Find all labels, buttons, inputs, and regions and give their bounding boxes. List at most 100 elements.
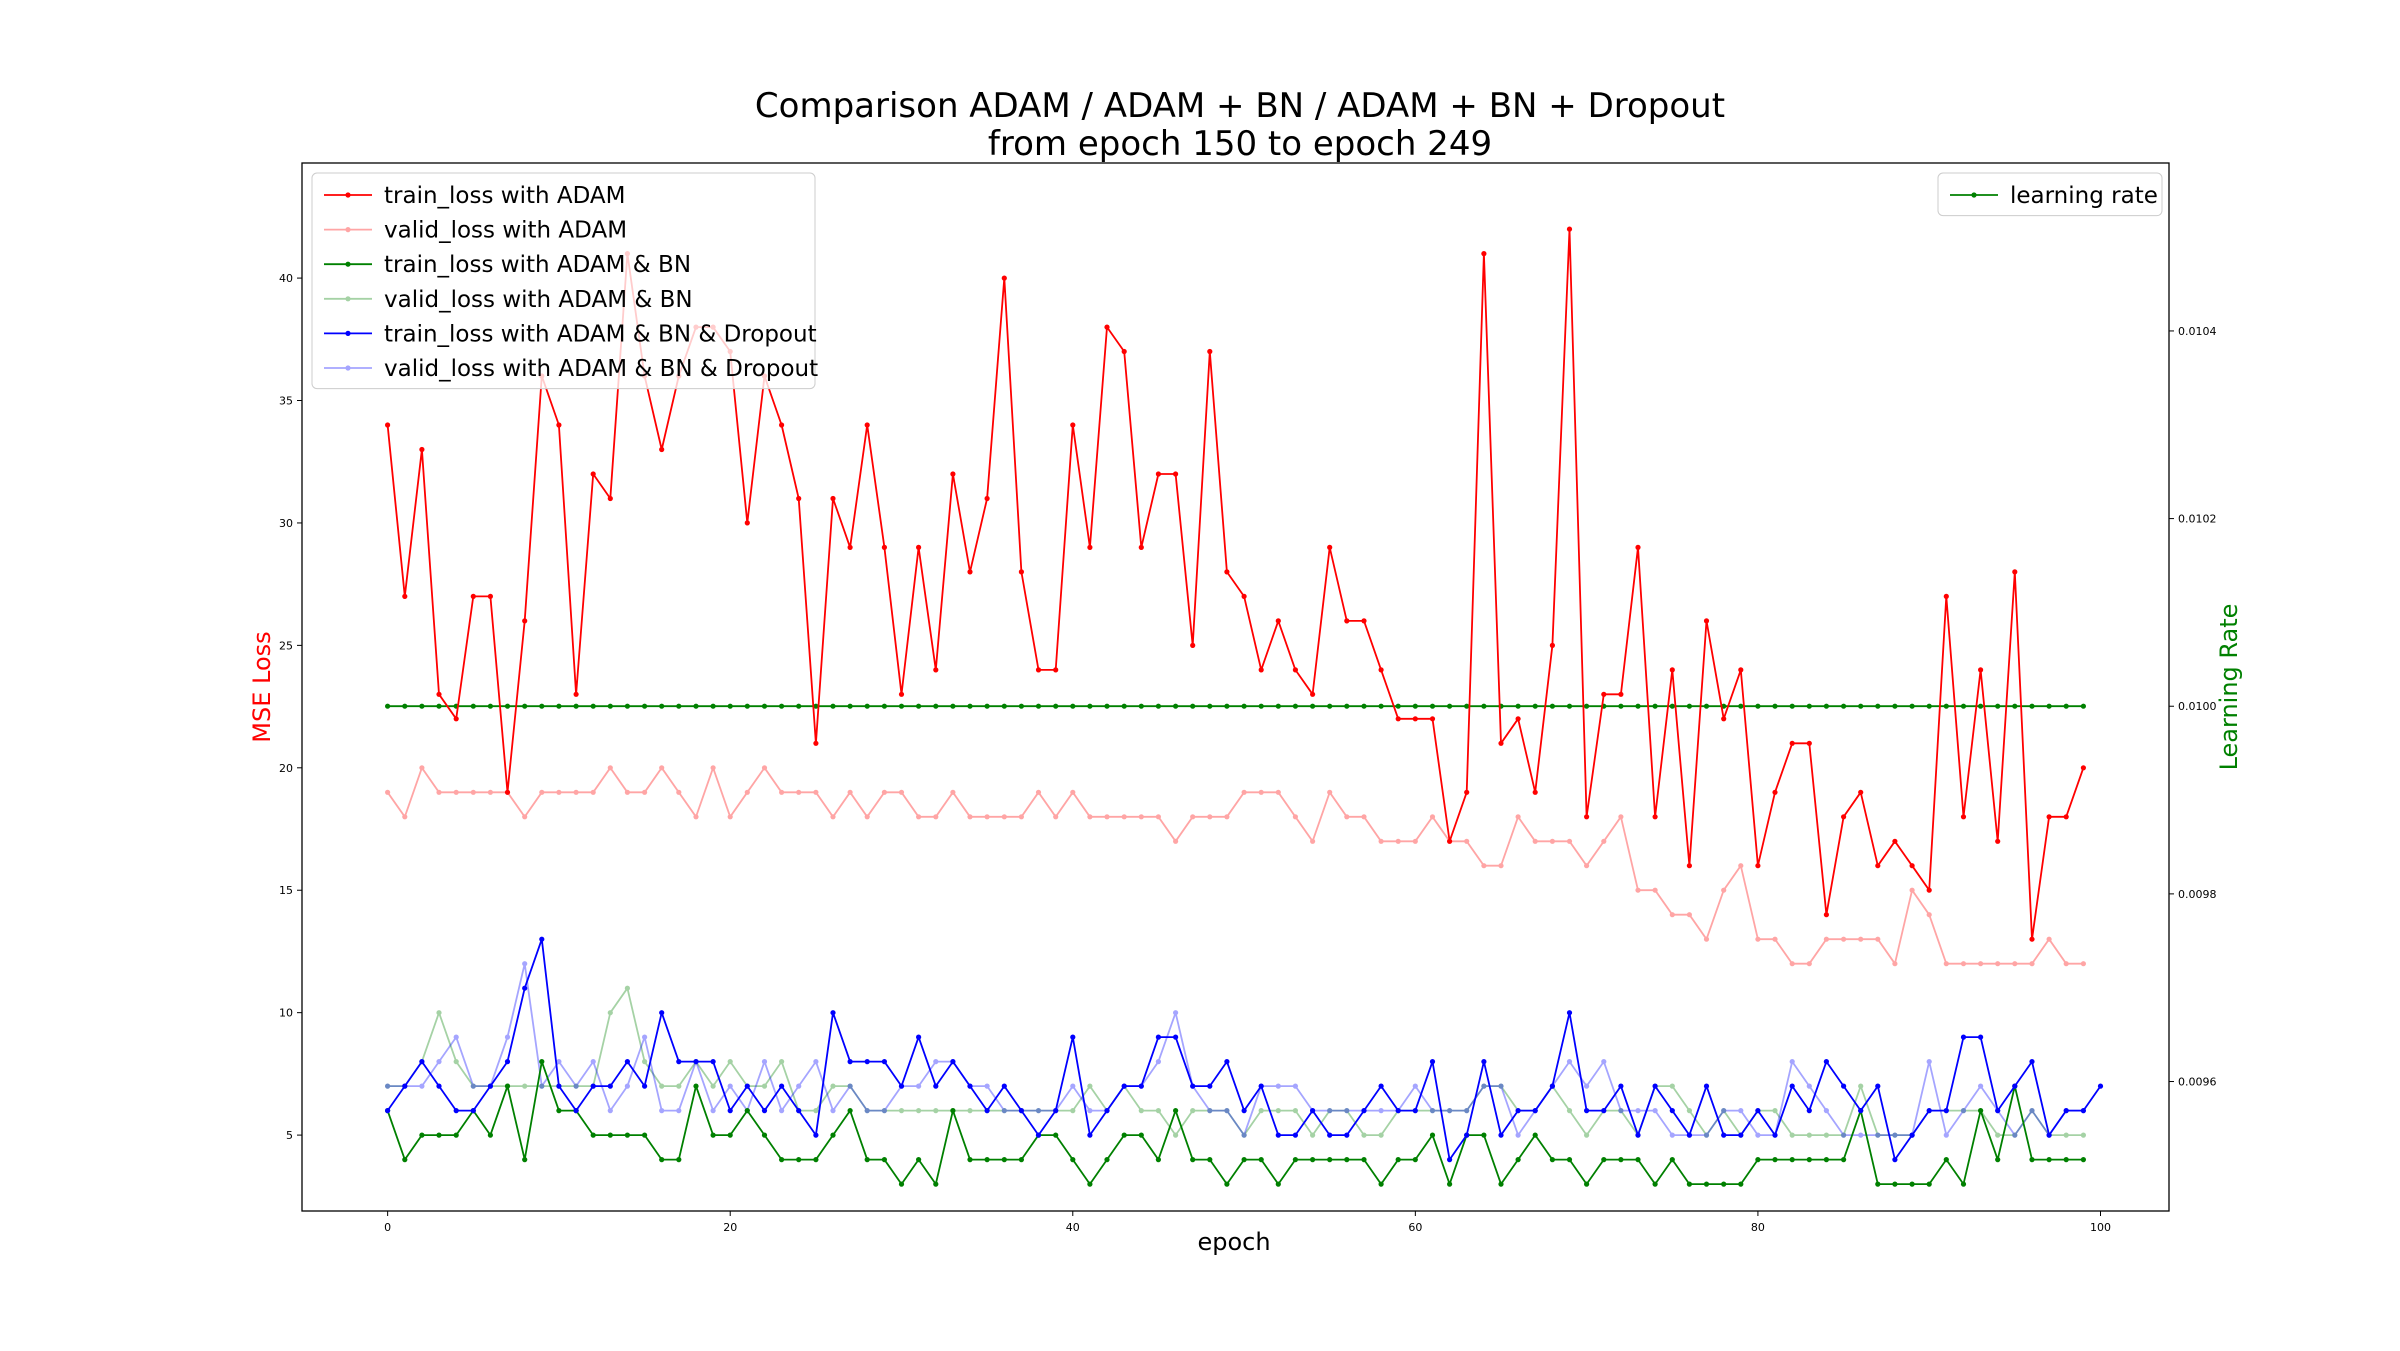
data-point [676, 1083, 682, 1089]
data-point [1515, 1157, 1521, 1163]
data-point [813, 703, 819, 709]
data-point [1738, 667, 1744, 673]
legend-label: valid_loss with ADAM & BN [384, 287, 693, 313]
data-point [744, 520, 750, 526]
data-point [1310, 1157, 1316, 1163]
data-point [1789, 740, 1795, 746]
data-point [830, 703, 836, 709]
data-point [556, 422, 562, 428]
data-point [1652, 1108, 1658, 1114]
data-point [1429, 814, 1436, 820]
series-4 [385, 936, 2104, 1163]
data-point [1703, 1181, 1710, 1187]
data-point [1275, 703, 1281, 709]
data-point [1926, 912, 1932, 918]
data-point [1035, 1108, 1042, 1114]
data-point [1053, 667, 1059, 673]
data-point [1018, 569, 1024, 575]
data-point [1275, 789, 1281, 795]
data-point [504, 1059, 511, 1065]
data-point [1926, 887, 1932, 893]
data-point [1618, 1157, 1624, 1163]
data-point [1875, 863, 1881, 869]
data-point [1978, 1083, 1984, 1089]
data-point [1173, 1010, 1179, 1016]
series-line [386, 766, 2084, 965]
data-point [1549, 1157, 1555, 1163]
data-point [573, 691, 579, 697]
data-point [830, 1108, 836, 1114]
data-point [1429, 1108, 1436, 1114]
data-point [950, 1059, 956, 1065]
data-point [1875, 936, 1881, 942]
data-point [1053, 1108, 1059, 1114]
data-point [1789, 961, 1795, 967]
data-point [847, 1083, 853, 1089]
data-point [1960, 1108, 1967, 1114]
legend-label: learning rate [2010, 183, 2158, 209]
data-point [1721, 1181, 1727, 1187]
data-point [864, 703, 870, 709]
data-point [830, 495, 836, 502]
data-point [813, 1132, 819, 1138]
data-point [1207, 1108, 1213, 1114]
data-point [1669, 1083, 1675, 1089]
data-point [1635, 887, 1641, 893]
data-point [1121, 1083, 1127, 1089]
data-point [2063, 814, 2069, 820]
data-point [1498, 863, 1504, 869]
data-point [590, 1059, 596, 1065]
data-point [1258, 1083, 1264, 1089]
data-point [402, 814, 408, 820]
data-point [1841, 1132, 1847, 1138]
x-tick-label: 0 [384, 1221, 391, 1234]
data-point [779, 1059, 785, 1065]
legend-swatch [324, 296, 372, 302]
data-point [950, 471, 956, 477]
data-point [436, 691, 442, 697]
data-point [1858, 1132, 1864, 1138]
data-point [1361, 703, 1367, 709]
data-point [1292, 667, 1298, 673]
data-point [1292, 1083, 1298, 1089]
data-point [1584, 1083, 1590, 1089]
data-point [796, 703, 802, 709]
data-point [659, 765, 665, 771]
data-point [1378, 667, 1384, 673]
data-point [1155, 471, 1161, 477]
data-point [813, 1157, 819, 1163]
series-line [386, 228, 2085, 941]
data-point [744, 703, 750, 709]
x-tick-label: 80 [1751, 1221, 1765, 1234]
data-point [1173, 471, 1179, 477]
data-point [1190, 814, 1196, 820]
data-point [1841, 814, 1847, 820]
data-point [1173, 703, 1179, 709]
data-point [1686, 1181, 1692, 1187]
data-point [590, 1132, 596, 1138]
data-point [898, 703, 905, 709]
data-point [1738, 863, 1744, 869]
data-point [693, 1059, 699, 1065]
data-point [1549, 838, 1555, 844]
data-point [1892, 1181, 1898, 1187]
data-point [1104, 324, 1110, 330]
data-point [1635, 1108, 1641, 1114]
data-point [1584, 863, 1590, 869]
data-point [1275, 1181, 1281, 1187]
data-point [710, 1108, 716, 1114]
data-point [1515, 814, 1521, 820]
data-point [1070, 1157, 1076, 1163]
series-line [387, 962, 2084, 1136]
data-point [2029, 1108, 2035, 1114]
data-point [813, 740, 819, 746]
data-point [693, 703, 699, 709]
data-point [1618, 703, 1624, 709]
data-point [984, 814, 990, 820]
data-point [796, 1157, 802, 1163]
data-point [710, 1059, 716, 1065]
data-point [864, 422, 870, 428]
legend-swatch-marker [345, 261, 351, 267]
data-point [2029, 936, 2035, 942]
data-point [1652, 703, 1658, 709]
